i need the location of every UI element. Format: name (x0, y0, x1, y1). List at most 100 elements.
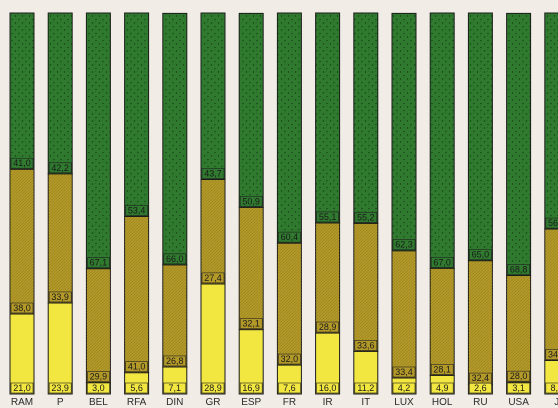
category-label-hol: HOL (432, 397, 453, 408)
data-label-yellow-bel: 3,0 (92, 383, 105, 393)
data-label-olive-j: 34,5 (548, 349, 558, 359)
category-label-din: DIN (166, 397, 183, 408)
data-label-box-olive-ram (10, 302, 34, 314)
bar-texture-ru (468, 13, 493, 261)
bar-texture-hol (430, 13, 455, 269)
data-label-yellow-ram: 21,0 (13, 383, 31, 393)
data-label-box-yellow-hol (430, 382, 454, 394)
bar-segment-yellow-gr (200, 283, 226, 395)
category-label-esp: ESP (241, 397, 261, 408)
data-label-green-ir: 55,1 (319, 212, 337, 222)
bar-hatch-ram (10, 169, 34, 314)
data-label-green-gr: 43,7 (204, 168, 222, 178)
data-label-olive-lux: 33,4 (395, 367, 413, 377)
bar-texture-ir (315, 13, 340, 223)
bar-hatch-j (544, 229, 558, 361)
data-label-box-olive-ir (316, 321, 339, 333)
bar-texture-ram (10, 13, 34, 170)
data-label-box-green-hol (430, 256, 454, 268)
bar-segment-yellow-p (47, 302, 73, 395)
data-label-yellow-ru: 2,6 (474, 383, 487, 393)
data-label-box-green-fr (278, 231, 301, 243)
data-label-box-yellow-lux (392, 382, 416, 394)
data-label-box-olive-fr (278, 353, 301, 365)
bar-texture-lux (392, 13, 416, 251)
data-label-olive-it: 33,6 (357, 340, 375, 350)
category-label-it: IT (361, 397, 370, 408)
bar-texture-usa (506, 13, 531, 276)
category-label-rfa: RFA (127, 397, 147, 408)
data-label-box-green-din (163, 253, 187, 265)
data-label-olive-din: 26,8 (166, 356, 184, 366)
data-label-box-olive-hol (430, 364, 454, 375)
data-label-box-yellow-p (48, 382, 72, 394)
data-label-yellow-p: 23,9 (51, 383, 69, 393)
data-label-box-yellow-ir (316, 382, 339, 394)
data-label-box-olive-din (163, 355, 187, 367)
data-label-box-yellow-fr (278, 382, 301, 394)
data-label-olive-esp: 32,1 (242, 319, 260, 329)
data-label-box-green-gr (201, 168, 225, 179)
bar-hatch-rfa (124, 216, 149, 373)
data-label-olive-rfa: 41,0 (128, 362, 146, 372)
data-label-box-yellow-gr (201, 382, 225, 394)
data-label-olive-hol: 28,1 (433, 364, 451, 374)
bar-hatch-gr (201, 179, 225, 284)
data-label-green-rfa: 53,4 (128, 205, 146, 215)
data-label-green-ram: 41,0 (13, 158, 31, 168)
bar-hatch-bel (86, 268, 111, 383)
data-label-box-green-p (48, 162, 72, 174)
data-label-box-olive-bel (87, 371, 110, 382)
bar-texture-fr (277, 13, 302, 244)
data-label-box-green-rfa (125, 205, 148, 216)
data-label-box-yellow-esp (239, 382, 263, 394)
data-label-box-olive-usa (507, 370, 530, 382)
bar-texture-gr (201, 13, 225, 180)
data-label-olive-fr: 32,0 (281, 354, 299, 364)
data-label-green-bel: 67,1 (90, 258, 108, 268)
bar-hatch-fr (277, 243, 302, 366)
category-label-p: P (57, 397, 64, 408)
data-label-box-yellow-it (354, 382, 378, 394)
data-label-box-green-bel (87, 257, 110, 268)
data-label-box-yellow-rfa (125, 382, 148, 394)
category-label-ram: RAM (11, 397, 33, 408)
category-label-bel: BEL (89, 397, 108, 408)
bar-texture-j (544, 13, 558, 230)
data-label-box-yellow-usa (507, 382, 530, 394)
data-label-box-olive-gr (201, 272, 225, 284)
data-label-box-green-ru (469, 249, 492, 260)
data-label-yellow-j: 8,8 (551, 383, 558, 393)
bar-hatch-lux (392, 250, 416, 378)
data-label-green-usa: 68,8 (510, 265, 528, 275)
data-label-box-yellow-ram (10, 382, 34, 394)
bar-texture-p (48, 13, 73, 174)
data-label-box-olive-lux (392, 366, 416, 378)
data-label-green-j: 56,7 (548, 218, 558, 228)
data-label-box-yellow-din (163, 382, 187, 394)
data-label-yellow-usa: 3,1 (512, 383, 525, 393)
category-label-ru: RU (473, 397, 487, 408)
data-label-yellow-esp: 16,9 (242, 383, 260, 393)
data-label-box-green-it (354, 212, 378, 223)
bar-hatch-p (48, 173, 73, 303)
bar-hatch-it (353, 223, 378, 352)
bar-hatch-usa (506, 275, 531, 383)
category-label-ir: IR (323, 397, 333, 408)
data-label-olive-ru: 32,4 (472, 373, 490, 383)
bar-hatch-ir (315, 222, 340, 334)
bar-texture-rfa (124, 13, 149, 217)
data-label-olive-bel: 29,9 (90, 372, 108, 382)
bar-hatch-din (162, 264, 187, 367)
data-label-yellow-din: 7,1 (169, 383, 182, 393)
data-label-green-din: 66,0 (166, 254, 184, 264)
bar-texture-din (162, 13, 187, 265)
bar-texture-it (353, 13, 378, 224)
data-label-green-p: 42,2 (51, 163, 69, 173)
data-label-yellow-gr: 28,9 (204, 383, 222, 393)
category-label-gr: GR (206, 397, 221, 408)
data-label-green-it: 55,2 (357, 212, 375, 222)
data-label-olive-p: 33,9 (51, 292, 69, 302)
data-label-box-olive-j (545, 349, 558, 360)
